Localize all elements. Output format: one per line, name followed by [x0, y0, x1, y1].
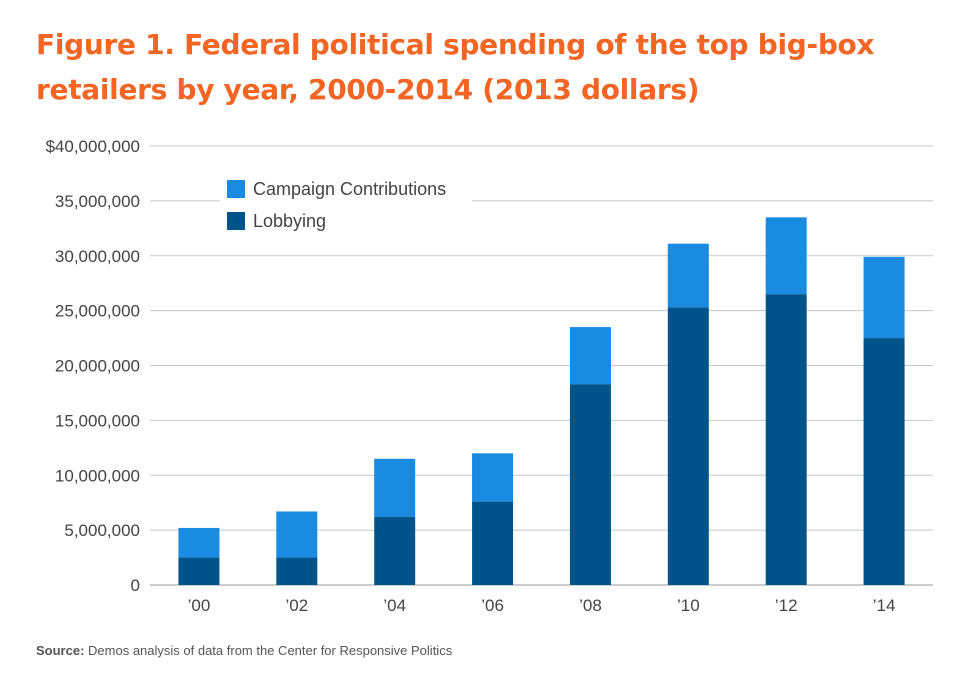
bar-lobbying [765, 294, 807, 585]
y-tick-label: 10,000,000 [55, 466, 140, 485]
bar-lobbying [569, 384, 611, 585]
y-tick-label: 0 [131, 576, 140, 595]
bar-campaign-contributions [569, 327, 611, 385]
y-tick-label: 25,000,000 [55, 302, 140, 321]
y-tick-label: 5,000,000 [64, 521, 140, 540]
bar-lobbying [374, 516, 416, 585]
stacked-bar-chart: 0 5,000,000 10,000,000 15,000,000 20,000,000… [45, 137, 933, 615]
legend-background [220, 172, 472, 236]
source-text: Demos analysis of data from the Center f… [88, 643, 453, 658]
bar-campaign-contributions [667, 243, 709, 308]
bars [178, 217, 905, 585]
bar-lobbying [863, 338, 905, 585]
x-tick-label: ’00 [188, 596, 211, 615]
bar-campaign-contributions [374, 458, 416, 517]
source-note: Source: Demos analysis of data from the … [36, 643, 452, 658]
y-tick-label: 15,000,000 [55, 411, 140, 430]
x-tick-label: ’08 [579, 596, 602, 615]
bar-campaign-contributions [472, 453, 514, 502]
bar-campaign-contributions [276, 511, 318, 558]
chart-title: Figure 1. Federal political spending of … [36, 28, 875, 106]
y-tick-label: 35,000,000 [55, 192, 140, 211]
legend: Campaign Contributions Lobbying [220, 172, 472, 236]
legend-swatch [227, 180, 245, 198]
source-label: Source: [36, 643, 85, 658]
legend-swatch [227, 212, 245, 230]
bar-lobbying [178, 557, 220, 585]
y-tick-label: $40,000,000 [45, 137, 140, 156]
bar-campaign-contributions [765, 217, 807, 295]
y-tick-label: 20,000,000 [55, 357, 140, 376]
bar-lobbying [667, 307, 709, 585]
x-tick-label: ’06 [481, 596, 504, 615]
y-tick-label: 30,000,000 [55, 247, 140, 266]
x-tick-label: ’10 [677, 596, 700, 615]
bar-lobbying [276, 557, 318, 585]
x-tick-label: ’12 [775, 596, 798, 615]
bar-campaign-contributions [178, 527, 220, 558]
legend-label: Campaign Contributions [253, 179, 446, 199]
y-axis-tick-labels: 0 5,000,000 10,000,000 15,000,000 20,000,000… [45, 137, 140, 595]
bar-lobbying [472, 501, 514, 585]
x-tick-label: ’04 [383, 596, 406, 615]
x-axis-tick-labels: ’00 ’02 ’04 ’06 ’08 ’10 ’12 ’14 [188, 596, 896, 615]
legend-label: Lobbying [253, 211, 326, 231]
x-tick-label: ’14 [873, 596, 896, 615]
x-tick-label: ’02 [285, 596, 308, 615]
bar-campaign-contributions [863, 256, 905, 339]
